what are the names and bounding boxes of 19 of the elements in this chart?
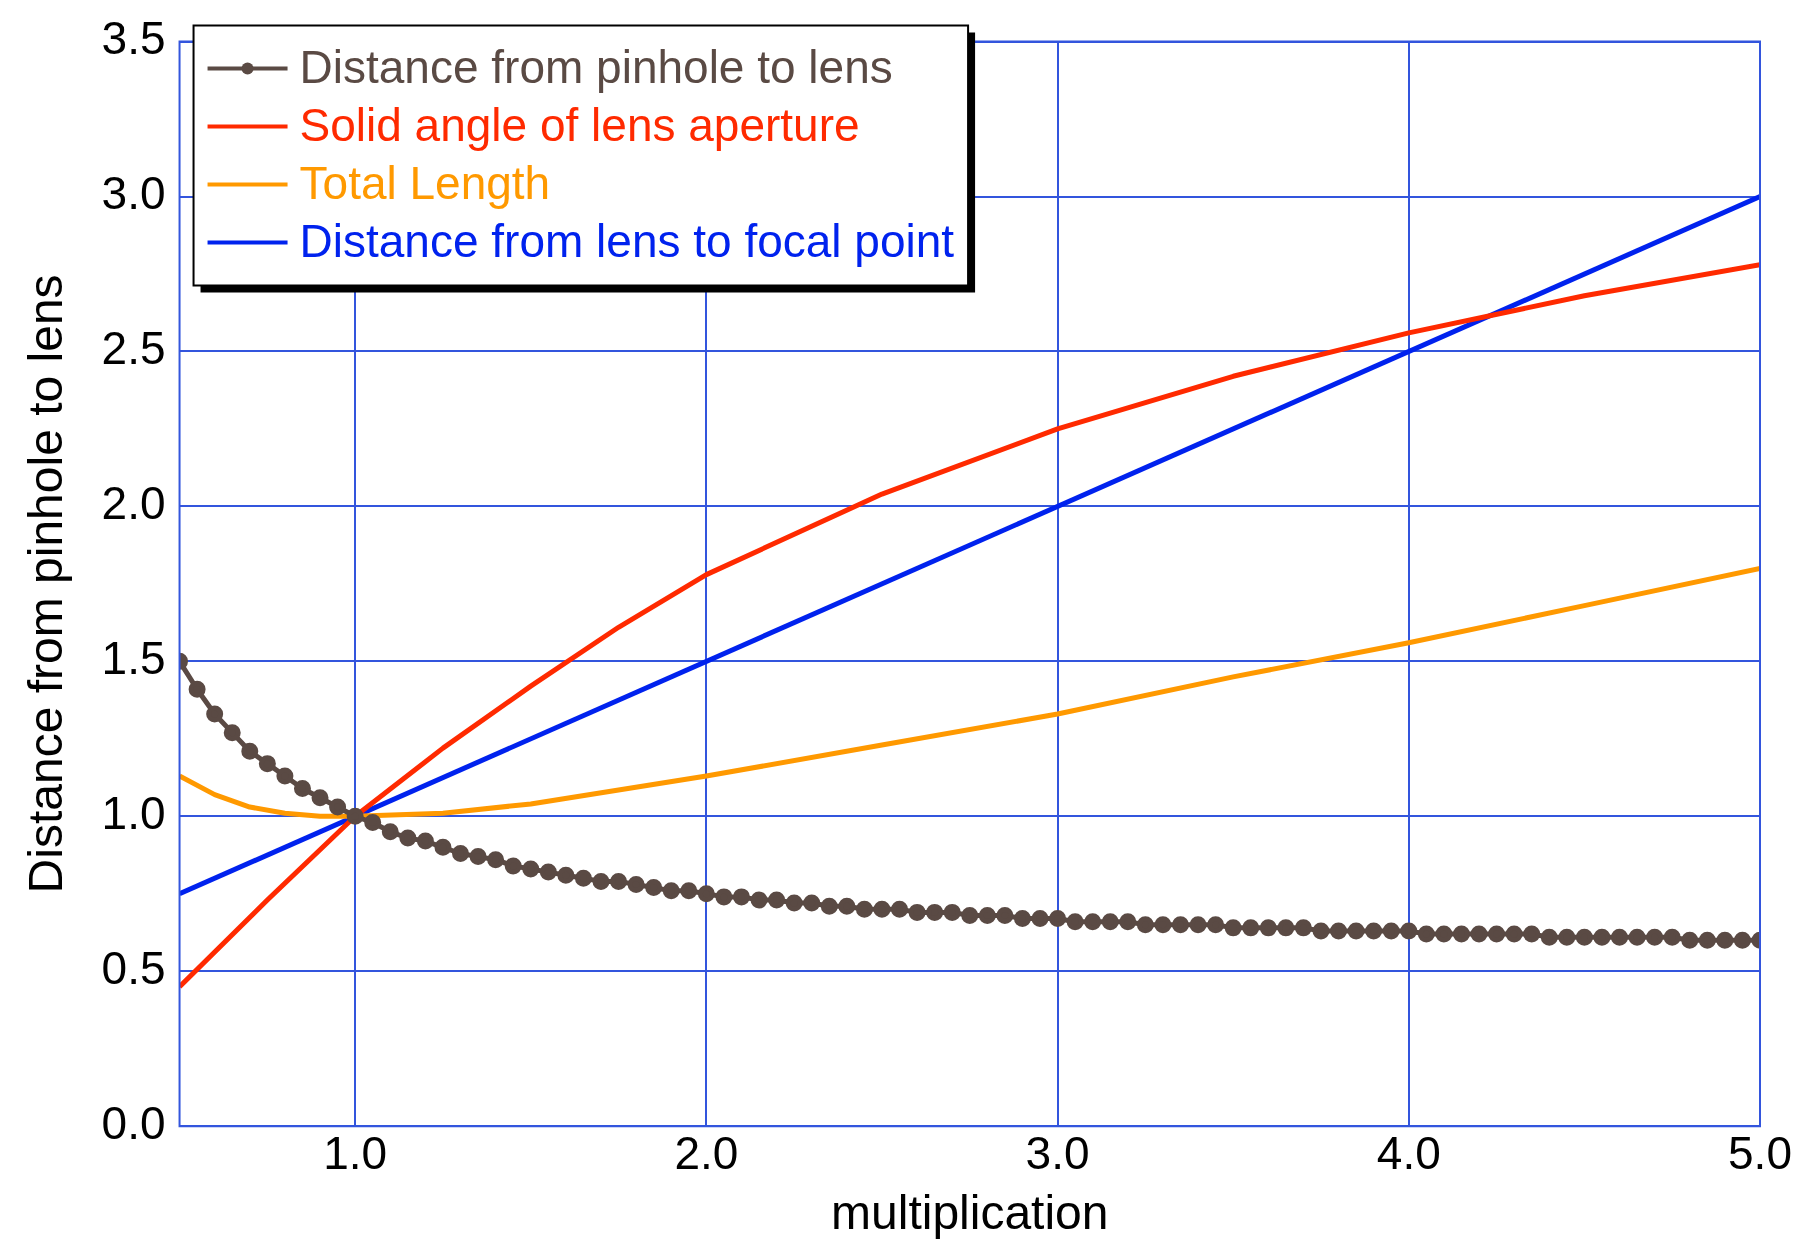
y-tick-label: 0.0: [101, 1096, 166, 1149]
x-tick-label: 1.0: [323, 1127, 388, 1180]
x-tick-label: 2.0: [674, 1127, 739, 1180]
y-tick-label: 3.0: [101, 167, 166, 220]
legend-label: Total Length: [299, 157, 551, 210]
y-tick-label: 2.0: [101, 477, 166, 530]
y-axis-title: Distance from pinhole to lens: [19, 274, 73, 894]
y-tick-label: 1.0: [101, 787, 166, 839]
y-tick-label: 1.5: [101, 632, 166, 685]
y-tick-label: 2.5: [101, 322, 166, 375]
y-tick-label: 3.5: [101, 12, 166, 65]
legend-label: Distance from lens to focal point: [299, 215, 955, 268]
x-axis-title: multiplication: [831, 1186, 1109, 1240]
x-tick-label: 4.0: [1376, 1127, 1441, 1180]
x-tick-label: 3.0: [1025, 1127, 1090, 1180]
legend-label: Distance from pinhole to lens: [299, 41, 893, 94]
x-tick-label: 5.0: [1728, 1127, 1792, 1180]
legend-label: Solid angle of lens aperture: [299, 99, 860, 152]
y-tick-label: 0.5: [101, 941, 166, 994]
